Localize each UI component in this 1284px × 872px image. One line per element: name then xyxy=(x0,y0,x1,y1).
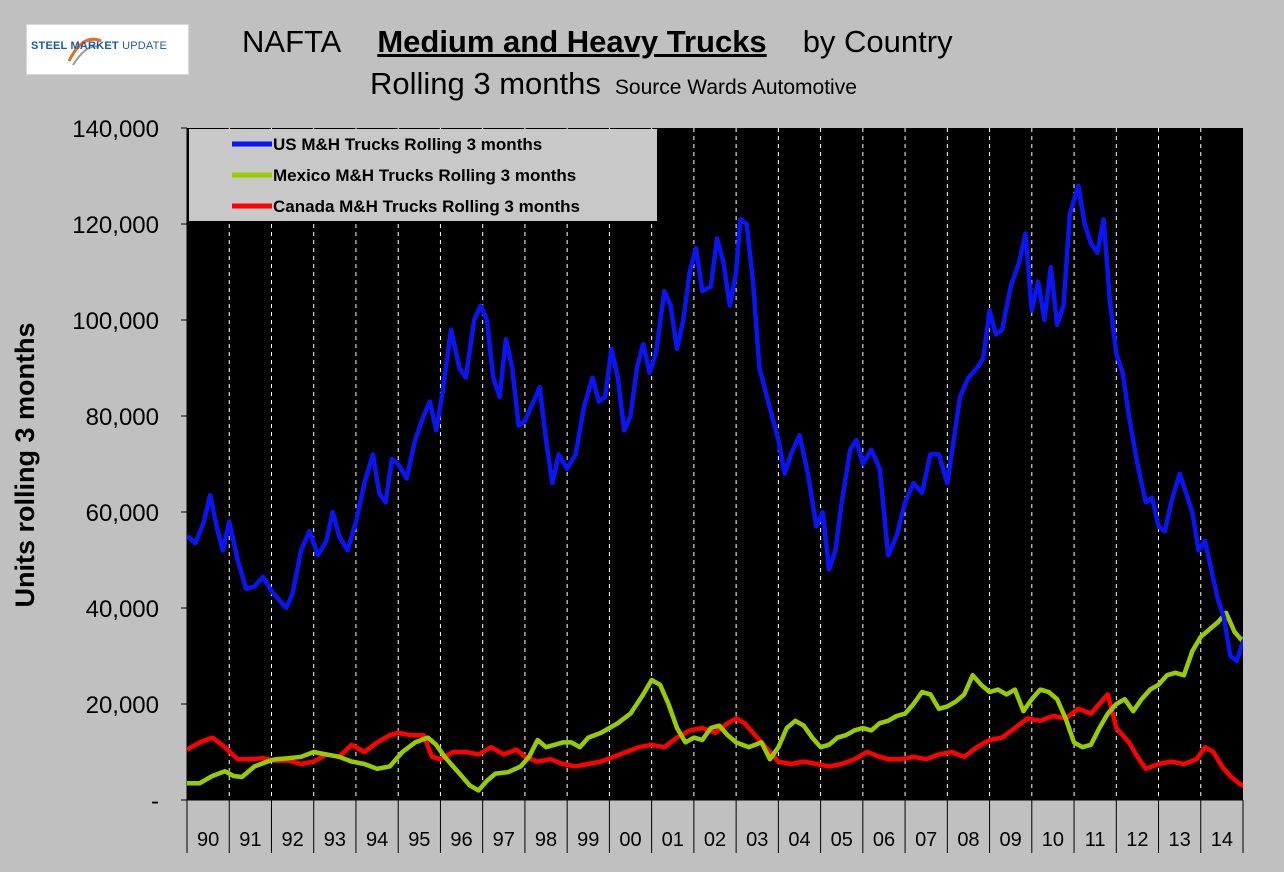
title-part-trucks: Medium and Heavy Trucks xyxy=(377,24,767,59)
x-tick-label: 90 xyxy=(197,829,219,851)
series-line xyxy=(187,692,1243,789)
logo-wordmark: STEEL MARKET UPDATE xyxy=(31,40,168,52)
legend-label: Mexico M&H Trucks Rolling 3 months xyxy=(273,166,576,185)
y-tick-label: 40,000 xyxy=(86,596,159,623)
x-tick-label: 07 xyxy=(915,829,937,851)
y-tick-label: 100,000 xyxy=(72,308,159,335)
y-tick-label: 140,000 xyxy=(72,116,159,143)
x-tick-label: 95 xyxy=(408,829,430,851)
chart-subtitle: Rolling 3 months Source Wards Automotive xyxy=(370,66,857,102)
y-axis-ticks: - 20,000 40,000 60,000 80,000 100,000 120,000 1… xyxy=(72,116,188,815)
x-tick-label: 14 xyxy=(1211,829,1233,851)
x-tick-label: 02 xyxy=(704,829,726,851)
legend-label: US M&H Trucks Rolling 3 months xyxy=(273,135,542,154)
x-axis-ticks: 90 91 92 93 94 95 96 97 98 99 00 01 02 03 04 05 06 07 08 09… xyxy=(186,799,1244,853)
x-tick-label: 96 xyxy=(450,829,472,851)
x-tick-label: 91 xyxy=(239,829,261,851)
y-tick-label: 80,000 xyxy=(86,404,159,431)
series-line xyxy=(187,183,1243,664)
x-tick-label: 10 xyxy=(1042,829,1064,851)
x-tick-label: 11 xyxy=(1085,829,1106,851)
x-tick-label: 03 xyxy=(746,829,768,851)
legend: US M&H Trucks Rolling 3 months Mexico M&H… xyxy=(189,129,657,221)
x-tick-label: 93 xyxy=(324,829,346,851)
title-part-country: by Country xyxy=(802,24,953,59)
y-axis-label: Units rolling 3 months xyxy=(10,322,40,607)
title-part-nafta: NAFTA xyxy=(242,24,342,59)
x-tick-label: 12 xyxy=(1126,829,1148,851)
legend-label: Canada M&H Trucks Rolling 3 months xyxy=(273,197,580,216)
y-tick-label: 120,000 xyxy=(72,212,159,239)
logo-swoosh-icon xyxy=(67,37,102,66)
x-tick-label: 97 xyxy=(493,829,515,851)
x-tick-label: 99 xyxy=(577,829,599,851)
y-tick-label: 60,000 xyxy=(86,500,159,527)
series-lines xyxy=(187,183,1243,793)
series-line xyxy=(187,610,1243,793)
y-tick-label: 20,000 xyxy=(86,692,159,719)
steel-market-update-logo: STEEL MARKET UPDATE xyxy=(26,24,189,75)
x-tick-label: 04 xyxy=(788,829,810,851)
x-tick-label: 13 xyxy=(1169,829,1191,851)
x-tick-label: 05 xyxy=(831,829,853,851)
x-tick-label: 00 xyxy=(619,829,641,851)
grid-lines xyxy=(228,128,1202,800)
x-tick-label: 06 xyxy=(873,829,895,851)
subtitle-rolling: Rolling 3 months xyxy=(370,66,601,101)
x-tick-label: 08 xyxy=(957,829,979,851)
chart-title: NAFTA Medium and Heavy Trucks by Country xyxy=(242,24,953,60)
x-tick-label: 94 xyxy=(366,829,388,851)
x-tick-label: 98 xyxy=(535,829,557,851)
subtitle-source: Source Wards Automotive xyxy=(614,76,857,99)
y-tick-label: - xyxy=(151,788,159,815)
x-tick-label: 09 xyxy=(1000,829,1022,851)
x-tick-label: 01 xyxy=(662,829,684,851)
x-tick-label: 92 xyxy=(281,829,303,851)
